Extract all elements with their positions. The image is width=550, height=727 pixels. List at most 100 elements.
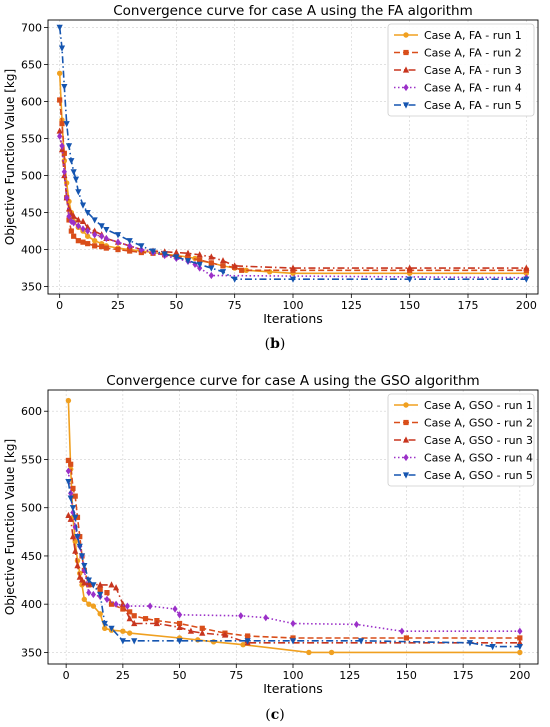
- data-point: [69, 505, 77, 512]
- data-point: [406, 264, 413, 271]
- data-point: [221, 631, 229, 638]
- data-point: [357, 638, 365, 645]
- data-point: [92, 243, 98, 249]
- data-point: [124, 602, 130, 610]
- data-point: [173, 248, 180, 256]
- data-point: [81, 562, 88, 570]
- legend-label: Case A, GSO - run 1: [424, 399, 533, 412]
- data-point: [114, 232, 122, 239]
- data-point: [208, 260, 214, 266]
- data-point: [74, 534, 81, 541]
- data-point: [115, 238, 121, 246]
- data-point: [108, 601, 115, 607]
- data-point: [523, 264, 530, 271]
- data-point: [68, 461, 74, 467]
- legend-marker: [402, 66, 410, 73]
- data-point: [104, 590, 110, 596]
- data-point: [153, 619, 160, 627]
- data-point: [115, 246, 121, 253]
- data-point: [59, 121, 65, 127]
- data-point: [103, 245, 109, 251]
- legend-box: [387, 23, 535, 117]
- data-point: [328, 649, 335, 656]
- data-point: [91, 227, 98, 234]
- legend-entry: Case A, GSO - run 5: [394, 469, 533, 482]
- x-tick-label: 200: [516, 299, 537, 312]
- data-point: [126, 238, 133, 245]
- data-point: [149, 248, 157, 255]
- data-point: [72, 514, 79, 521]
- data-point: [64, 194, 70, 202]
- x-tick-label: 125: [341, 299, 362, 312]
- data-point: [176, 638, 183, 645]
- data-point: [199, 629, 206, 636]
- data-point: [113, 600, 119, 608]
- data-point: [67, 495, 74, 502]
- data-point: [56, 127, 63, 134]
- data-point: [90, 590, 96, 599]
- data-point: [523, 276, 530, 283]
- caption-c: (c): [265, 707, 285, 723]
- legend-marker: [403, 453, 409, 462]
- legend-entry: Case A, GSO - run 3: [394, 434, 533, 447]
- data-point: [219, 269, 227, 276]
- series-line: [58, 131, 527, 269]
- data-point: [79, 202, 87, 209]
- data-point: [126, 630, 133, 636]
- data-point: [517, 635, 523, 641]
- legend-entry: Case A, FA - run 4: [394, 82, 522, 95]
- x-tick-label: 150: [399, 299, 420, 312]
- legend-marker: [402, 436, 410, 443]
- data-point: [66, 212, 72, 220]
- data-point: [59, 142, 65, 150]
- data-point: [108, 625, 115, 632]
- data-point: [120, 606, 126, 612]
- chart-1: 0 25 50 75 100 125 150 175 200 350 400 450 500 550 600…: [3, 3, 539, 326]
- data-point: [176, 611, 183, 619]
- chart-title: Convergence curve for case A using the G…: [106, 373, 479, 389]
- data-point: [61, 168, 67, 176]
- x-tick-label: 75: [229, 669, 243, 682]
- x-axis-label: Iterations: [263, 681, 323, 696]
- data-point: [67, 515, 74, 522]
- data-point: [239, 267, 245, 273]
- data-point: [147, 602, 153, 610]
- data-point: [75, 222, 81, 230]
- data-point: [74, 561, 81, 569]
- data-point: [127, 242, 133, 250]
- x-tick-label: 50: [173, 669, 187, 682]
- data-point: [81, 566, 87, 575]
- data-point: [70, 212, 77, 219]
- series-5: [65, 479, 523, 651]
- data-point: [71, 219, 77, 227]
- x-tick-label: 175: [458, 299, 479, 312]
- legend-marker: [403, 83, 409, 92]
- legend-marker: [402, 102, 410, 109]
- x-tick-label: 125: [339, 669, 360, 682]
- data-point: [138, 245, 144, 254]
- data-point: [173, 254, 180, 261]
- data-point: [70, 485, 76, 492]
- y-tick-label: 700: [21, 21, 42, 34]
- data-point: [102, 625, 108, 632]
- data-point: [516, 639, 523, 646]
- legend-box: [387, 393, 535, 487]
- legend-entry: Case A, FA - run 5: [394, 99, 522, 112]
- data-point: [65, 397, 72, 404]
- y-tick-label: 400: [21, 598, 42, 611]
- data-point: [86, 601, 92, 607]
- legend-marker: [403, 402, 409, 408]
- series-line: [67, 470, 520, 633]
- legend-marker: [403, 49, 409, 56]
- series-line: [67, 514, 520, 644]
- legend-entry: Case A, GSO - run 1: [394, 399, 533, 412]
- legend-label: Case A, FA - run 3: [424, 64, 522, 77]
- series-line: [58, 99, 527, 272]
- data-point: [86, 589, 92, 597]
- legend-label: Case A, GSO - run 4: [424, 452, 533, 465]
- legend-label: Case A, GSO - run 5: [424, 469, 533, 482]
- data-point: [238, 612, 244, 620]
- x-tick-label: 50: [169, 299, 183, 312]
- data-point: [99, 232, 105, 240]
- data-point: [68, 158, 75, 165]
